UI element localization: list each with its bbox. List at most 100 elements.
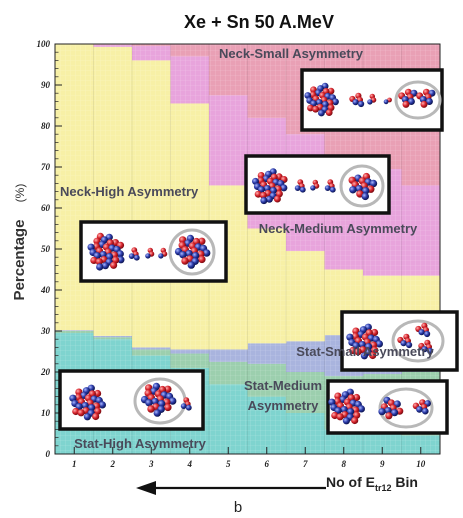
inset-ring — [394, 80, 442, 120]
nucleon — [92, 412, 100, 421]
nucleon — [260, 197, 268, 205]
bar-texture — [55, 330, 94, 331]
bar-texture — [209, 349, 248, 362]
bar-texture — [132, 60, 171, 348]
nucleon — [369, 351, 377, 360]
nucleon — [357, 405, 365, 413]
bar-texture — [247, 396, 287, 454]
nucleon — [185, 404, 192, 411]
nucleon — [164, 403, 172, 412]
nucleon — [83, 413, 91, 421]
region-label: Stat-Small Asymmetry — [296, 344, 434, 359]
bar-texture — [132, 349, 171, 356]
nucleon — [116, 250, 124, 258]
nucleon — [358, 100, 365, 108]
bar-texture — [363, 433, 402, 454]
nucleon — [349, 186, 357, 194]
nucleon — [157, 400, 166, 408]
nucleon — [93, 237, 101, 245]
nucleon — [407, 98, 415, 105]
x-axis-label-subscript: tr12 — [375, 483, 392, 493]
nucleon — [418, 329, 425, 336]
x-tick-label: 7 — [303, 459, 308, 469]
y-tick-label: 0 — [46, 449, 51, 459]
nucleon — [94, 389, 102, 398]
nucleon — [179, 236, 187, 244]
bar-texture — [209, 44, 248, 96]
nucleon — [310, 86, 317, 94]
nucleon — [257, 172, 265, 179]
nucleon — [360, 352, 368, 360]
region-label: Asymmetry — [248, 398, 320, 413]
x-axis-title: No of Etr12 Bin — [326, 474, 418, 493]
y-tick-label: 40 — [40, 285, 51, 295]
bar-texture — [401, 275, 441, 317]
nucleon — [88, 404, 96, 412]
inset-ring — [378, 387, 434, 429]
x-tick-label: 5 — [226, 459, 231, 469]
nucleon — [294, 185, 301, 192]
nucleon — [422, 407, 429, 415]
bar-texture — [170, 44, 210, 57]
nucleon — [375, 340, 383, 348]
y-axis-unit: (%) — [13, 184, 27, 203]
bar-texture — [286, 372, 325, 413]
nucleon — [327, 87, 335, 95]
nucleon — [117, 256, 125, 264]
bar-texture — [247, 363, 287, 397]
nucleon — [420, 100, 428, 108]
nucleon — [191, 252, 200, 260]
nucleon — [265, 195, 273, 203]
nucleon — [95, 258, 103, 266]
nucleon — [181, 257, 189, 265]
nucleon — [312, 105, 319, 113]
x-tick-label: 3 — [148, 459, 154, 469]
nucleon — [310, 185, 316, 191]
inset-6 — [58, 369, 205, 431]
bar-texture — [247, 44, 287, 118]
nucleon — [421, 346, 428, 353]
bar-texture — [170, 349, 210, 354]
nucleon — [110, 261, 118, 269]
nucleon — [354, 348, 362, 356]
bar-texture — [247, 343, 287, 364]
bar-texture — [93, 337, 133, 340]
axes: 0 10 20 30 40 50 60 70 80 90 100 1 2 3 4 5 6 7 8 9 10 — [37, 39, 441, 469]
y-axis-label: Percentage — [11, 220, 28, 301]
bar-texture — [132, 46, 171, 61]
inset-1 — [300, 68, 444, 132]
arrow-head — [136, 481, 156, 495]
arrow-label: b — [234, 499, 242, 516]
nucleon — [352, 327, 360, 335]
nucleon — [367, 99, 373, 105]
region-label: Neck-Small Asymmetry — [219, 46, 364, 61]
nucleon — [371, 328, 379, 337]
bar-texture — [286, 341, 325, 372]
bar-texture — [132, 44, 171, 47]
bar-texture — [401, 185, 441, 276]
y-tick-label: 10 — [41, 408, 51, 418]
region-label: Stat-High Asymmetry — [74, 436, 206, 451]
nucleon — [329, 186, 336, 193]
nucleon — [332, 98, 339, 106]
nucleon — [406, 341, 413, 349]
plot-area — [55, 44, 441, 454]
nucleon — [400, 340, 407, 347]
bar-texture — [286, 251, 325, 342]
inset-illustrations — [58, 68, 459, 435]
impact-parameter-arrow: b — [136, 481, 326, 516]
inset-ring — [339, 164, 385, 208]
nucleon — [179, 251, 187, 259]
x-tick-label: 6 — [265, 459, 270, 469]
bar-texture — [247, 228, 287, 344]
nucleon — [325, 109, 333, 116]
nucleon — [273, 195, 281, 203]
bar-texture — [209, 384, 248, 454]
nucleon — [101, 262, 109, 270]
y-tick-label: 100 — [37, 39, 51, 49]
y-tick-label: 50 — [41, 244, 51, 254]
nucleon — [351, 416, 359, 425]
nucleon — [402, 100, 410, 108]
nucleon — [347, 408, 355, 416]
